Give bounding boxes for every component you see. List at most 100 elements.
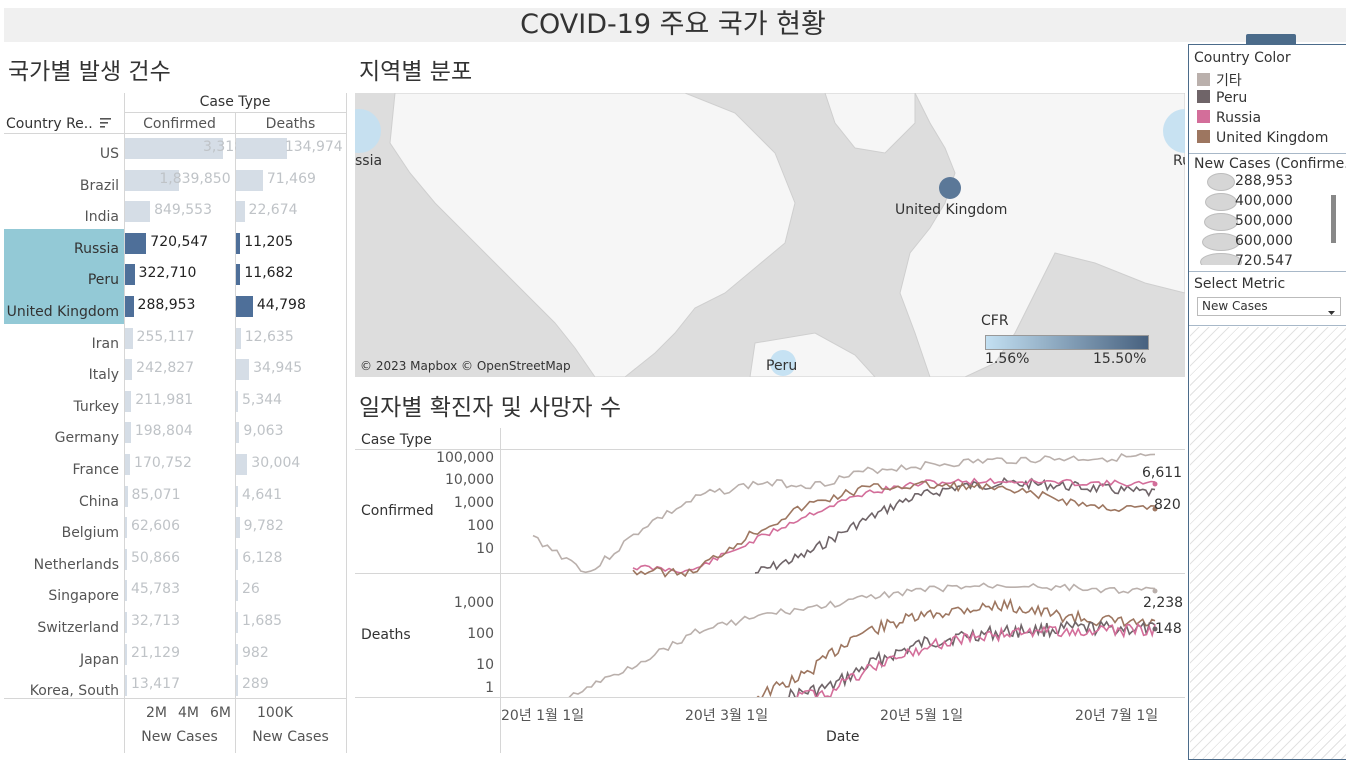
line-confirmed-other[interactable]: [532, 452, 1156, 574]
country-label[interactable]: United Kingdom: [6, 304, 119, 320]
bar-deaths[interactable]: [236, 327, 241, 349]
country-label[interactable]: Iran: [91, 335, 119, 352]
line-deaths-peru[interactable]: [785, 619, 1156, 697]
bar-confirmed[interactable]: [125, 138, 224, 159]
bar-deaths[interactable]: [236, 675, 238, 697]
country-color-item[interactable]: Peru: [1197, 90, 1247, 106]
bar-deaths[interactable]: [236, 169, 263, 191]
sort-icon[interactable]: [100, 116, 112, 132]
table-row[interactable]: Singapore 45,783 26: [0, 576, 346, 608]
table-row[interactable]: Korea, South 13,417 289: [0, 671, 346, 703]
table-row[interactable]: India 849,553 22,674: [0, 197, 346, 229]
table-row[interactable]: Brazil 1,839,850 71,469: [0, 166, 346, 198]
country-label[interactable]: Brazil: [79, 177, 119, 194]
bar-confirmed[interactable]: [125, 232, 147, 254]
country-label[interactable]: Singapore: [48, 588, 119, 605]
line-deaths-uk[interactable]: [755, 597, 1156, 697]
end-dot-deaths-other[interactable]: [1152, 588, 1158, 594]
bar-deaths[interactable]: [236, 612, 238, 633]
bar-deaths[interactable]: [236, 517, 240, 539]
bar-confirmed[interactable]: [125, 327, 133, 349]
country-label[interactable]: Switzerland: [37, 620, 119, 636]
table-row[interactable]: Japan 21,129 982: [0, 640, 346, 672]
bar-confirmed[interactable]: [125, 580, 127, 602]
bar-confirmed[interactable]: [125, 485, 128, 507]
bar-deaths[interactable]: [236, 138, 287, 159]
country-column-header[interactable]: Country Re..: [6, 116, 112, 132]
bar-deaths[interactable]: [236, 643, 238, 665]
size-legend-scrollbar[interactable]: [1331, 195, 1336, 243]
bar-deaths[interactable]: [236, 264, 241, 286]
bar-confirmed[interactable]: [125, 675, 127, 697]
country-color-item[interactable]: 기타: [1197, 70, 1242, 90]
bar-confirmed[interactable]: [125, 517, 127, 539]
line-confirmed-peru[interactable]: [754, 476, 1156, 574]
size-legend-item: 288,953: [1197, 173, 1293, 191]
table-row[interactable]: US3,318,314134,974: [0, 134, 346, 166]
table-row[interactable]: Russia 720,547 11,205: [0, 228, 346, 261]
line-deaths-other[interactable]: [568, 582, 1156, 697]
line-confirmed-russia[interactable]: [632, 477, 1156, 574]
chevron-down-icon[interactable]: [1327, 302, 1336, 321]
line-deaths-russia[interactable]: [785, 622, 1156, 697]
country-label[interactable]: Russia: [73, 240, 119, 257]
table-row[interactable]: United Kingdom 288,953 44,798: [0, 292, 346, 325]
country-label[interactable]: Japan: [79, 651, 119, 668]
bar-confirmed[interactable]: [125, 201, 151, 223]
bar-confirmed[interactable]: [125, 390, 132, 412]
bar-deaths[interactable]: [236, 422, 240, 444]
end-dot-deaths-peru[interactable]: [1152, 626, 1158, 632]
country-color-item[interactable]: United Kingdom: [1197, 130, 1328, 146]
bar-confirmed[interactable]: [125, 548, 127, 570]
bar-deaths[interactable]: [236, 201, 245, 223]
country-label[interactable]: Netherlands: [33, 556, 119, 573]
country-label[interactable]: France: [72, 462, 119, 478]
country-label[interactable]: Italy: [88, 367, 119, 384]
table-row[interactable]: China 85,071 4,641: [0, 482, 346, 514]
bar-confirmed[interactable]: [125, 612, 127, 633]
bar-confirmed[interactable]: [125, 643, 127, 665]
bar-confirmed[interactable]: [125, 264, 135, 286]
table-row[interactable]: Netherlands 50,866 6,128: [0, 545, 346, 577]
table-row[interactable]: Italy 242,827 34,945: [0, 355, 346, 387]
section-title-map: 지역별 분포: [359, 59, 473, 85]
bar-deaths[interactable]: [236, 232, 241, 254]
bar-deaths[interactable]: [236, 359, 250, 381]
table-row[interactable]: Germany 198,804 9,063: [0, 418, 346, 450]
bar-deaths[interactable]: [236, 548, 239, 570]
country-label[interactable]: US: [99, 146, 119, 162]
country-label[interactable]: Peru: [87, 272, 119, 289]
country-label[interactable]: Turkey: [73, 398, 119, 415]
country-label[interactable]: Korea, South: [29, 683, 119, 700]
table-row[interactable]: Belgium 62,606 9,782: [0, 513, 346, 545]
bar-confirmed[interactable]: [125, 359, 133, 381]
bar-deaths[interactable]: [236, 296, 253, 317]
country-label[interactable]: Germany: [54, 430, 119, 447]
region-map[interactable]: ssia Ru United Kingdom Peru © 2023 Mapbo…: [355, 93, 1185, 377]
end-dot-confirmed-russia[interactable]: [1152, 481, 1158, 487]
table-row[interactable]: Peru 322,710 11,682: [0, 260, 346, 293]
panel-collapse-handle[interactable]: [1246, 34, 1296, 44]
table-row[interactable]: France 170,752 30,004: [0, 450, 346, 482]
country-label[interactable]: China: [79, 493, 119, 510]
bar-confirmed[interactable]: [125, 454, 131, 475]
bar-deaths[interactable]: [236, 454, 248, 475]
country-label[interactable]: Belgium: [61, 525, 119, 542]
table-row[interactable]: Switzerland 32,713 1,685: [0, 608, 346, 640]
bar-deaths[interactable]: [236, 485, 238, 507]
country-color-item[interactable]: Russia: [1197, 110, 1261, 126]
select-metric-title: Select Metric: [1194, 276, 1286, 292]
bar-deaths[interactable]: [236, 580, 238, 602]
end-dot-confirmed-uk[interactable]: [1152, 506, 1158, 512]
table-row[interactable]: Turkey 211,981 5,344: [0, 387, 346, 419]
table-row[interactable]: Iran 255,117 12,635: [0, 324, 346, 356]
select-metric-dropdown[interactable]: New Cases: [1197, 297, 1341, 316]
map-attribution[interactable]: © 2023 Mapbox © OpenStreetMap: [360, 359, 571, 373]
value-deaths: 26: [242, 581, 260, 598]
bar-confirmed[interactable]: [125, 422, 131, 444]
line-confirmed-uk[interactable]: [632, 480, 1156, 578]
bar-confirmed[interactable]: [125, 169, 180, 191]
bar-confirmed[interactable]: [125, 296, 134, 317]
country-label[interactable]: India: [84, 209, 119, 226]
bar-deaths[interactable]: [236, 390, 238, 412]
